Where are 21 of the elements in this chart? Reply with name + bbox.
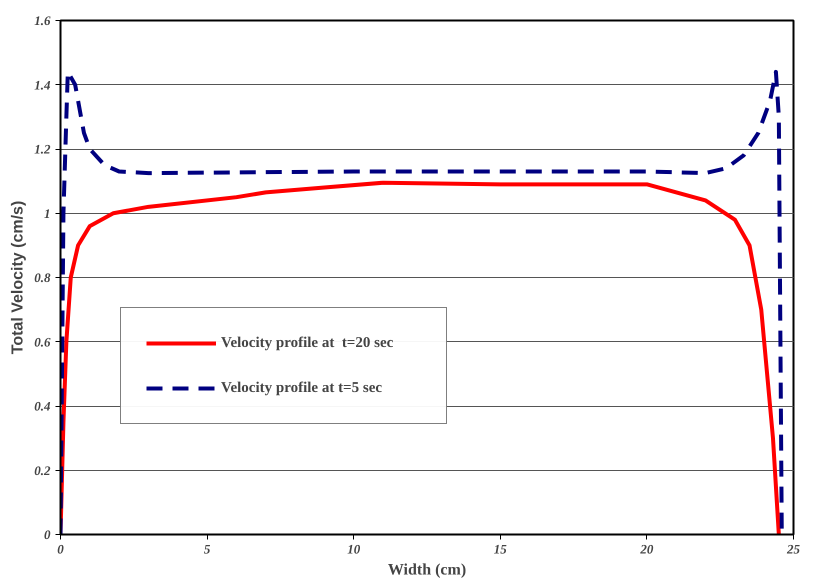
y-tick-label: 0.2 [34, 462, 51, 478]
line-series [60, 70, 784, 534]
y-axis-title: Total Velocity (cm/s) [9, 200, 26, 354]
y-tick-label: 1.2 [34, 142, 51, 156]
x-tick-label: 25 [786, 542, 800, 556]
line-series [60, 180, 781, 534]
x-tick-label: 15 [494, 542, 508, 556]
y-tick-label: 0 [44, 527, 51, 542]
y-tick-label: 0.8 [34, 270, 51, 285]
legend-label: Velocity profile at t=20 sec [221, 334, 394, 352]
x-tick-label: 20 [639, 542, 654, 556]
legend-label: Velocity profile at t=5 sec [221, 380, 384, 396]
x-tick-label: 0 [57, 542, 64, 556]
x-tick-label: 10 [347, 542, 361, 556]
y-tick-label: 1.4 [34, 77, 51, 92]
y-tick-label: 0.6 [34, 334, 51, 350]
y-tick-label: 1 [44, 206, 50, 221]
y-tick-label: 1.6 [34, 13, 51, 28]
y-tick-label: 0.4 [34, 398, 51, 414]
x-tick-label: 5 [204, 542, 211, 556]
x-axis-title: Width (cm) [388, 562, 466, 578]
